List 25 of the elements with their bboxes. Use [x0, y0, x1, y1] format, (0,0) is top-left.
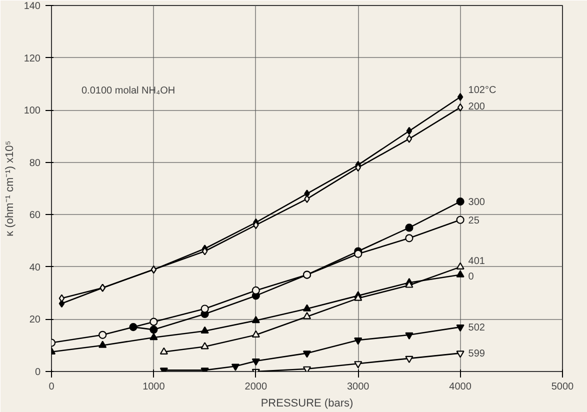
x-tick-label: 1000 [142, 382, 166, 392]
x-tick-label: 2000 [244, 382, 268, 392]
y-tick-label: 40 [29, 262, 41, 274]
series-label: 300 [468, 197, 486, 208]
x-tick-label: 4000 [449, 382, 472, 392]
y-tick-label: 60 [29, 210, 41, 222]
series-label: 502 [468, 322, 486, 334]
x-axis-title: PRESSURE (bars) [260, 398, 354, 410]
series-label: 599 [468, 348, 486, 360]
y-tick-label: 20 [29, 314, 41, 326]
y-tick-label: 140 [24, 1, 41, 12]
x-tick-label: 5000 [551, 382, 574, 392]
series-label: 25 [468, 215, 480, 226]
y-tick-label: 100 [24, 106, 41, 117]
series-label: 200 [468, 102, 486, 113]
series-label: 0 [468, 272, 474, 283]
x-tick-label: 3000 [346, 382, 370, 392]
x-tick-label: 0 [48, 382, 55, 392]
series-label: 401 [468, 256, 486, 267]
series-label: 102°C [468, 84, 496, 96]
y-axis-title: κ (ohm⁻¹ cm⁻¹) x10⁵ [4, 140, 16, 236]
y-tick-label: 0 [34, 367, 41, 378]
annotation: 0.0100 molal NH₄OH [82, 86, 176, 96]
y-tick-label: 120 [24, 53, 41, 64]
y-tick-label: 80 [29, 158, 41, 169]
